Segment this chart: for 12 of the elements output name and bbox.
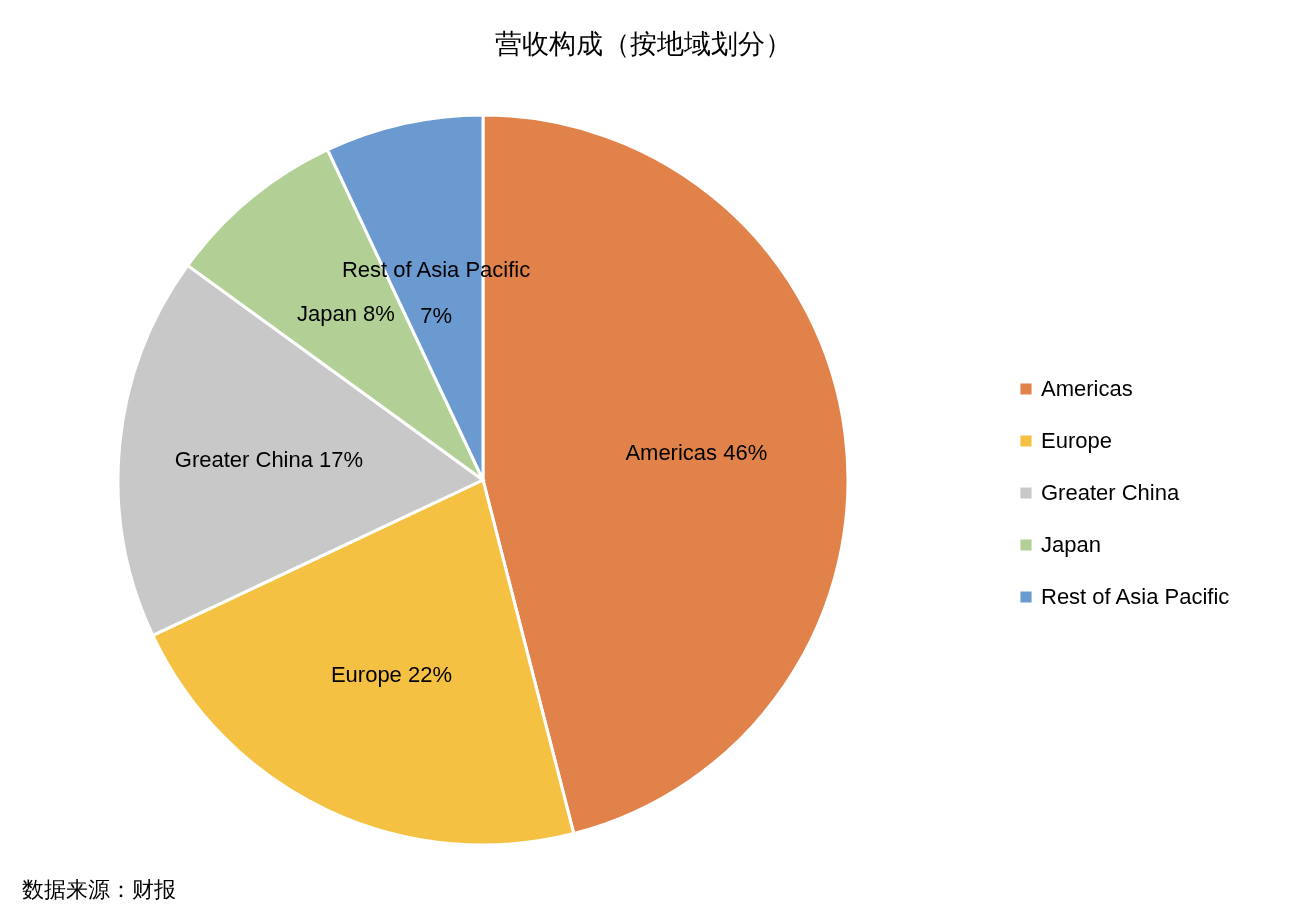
source-note: 数据来源：财报 [22,877,176,902]
chart-title: 营收构成（按地域划分） [494,29,792,59]
category-label: Greater China 17% [174,446,364,472]
legend-label: Japan [1041,532,1101,557]
legend-label: Americas [1041,376,1133,401]
data-label: 7% [420,303,452,329]
category-label: Americas 46% [625,440,768,466]
legend-label: Europe [1041,428,1112,453]
category-label: Europe 22% [330,661,452,687]
legend-label: Rest of Asia Pacific [1041,584,1230,609]
legend-label: Greater China [1041,480,1180,505]
category-label: Japan 8% [297,301,395,327]
